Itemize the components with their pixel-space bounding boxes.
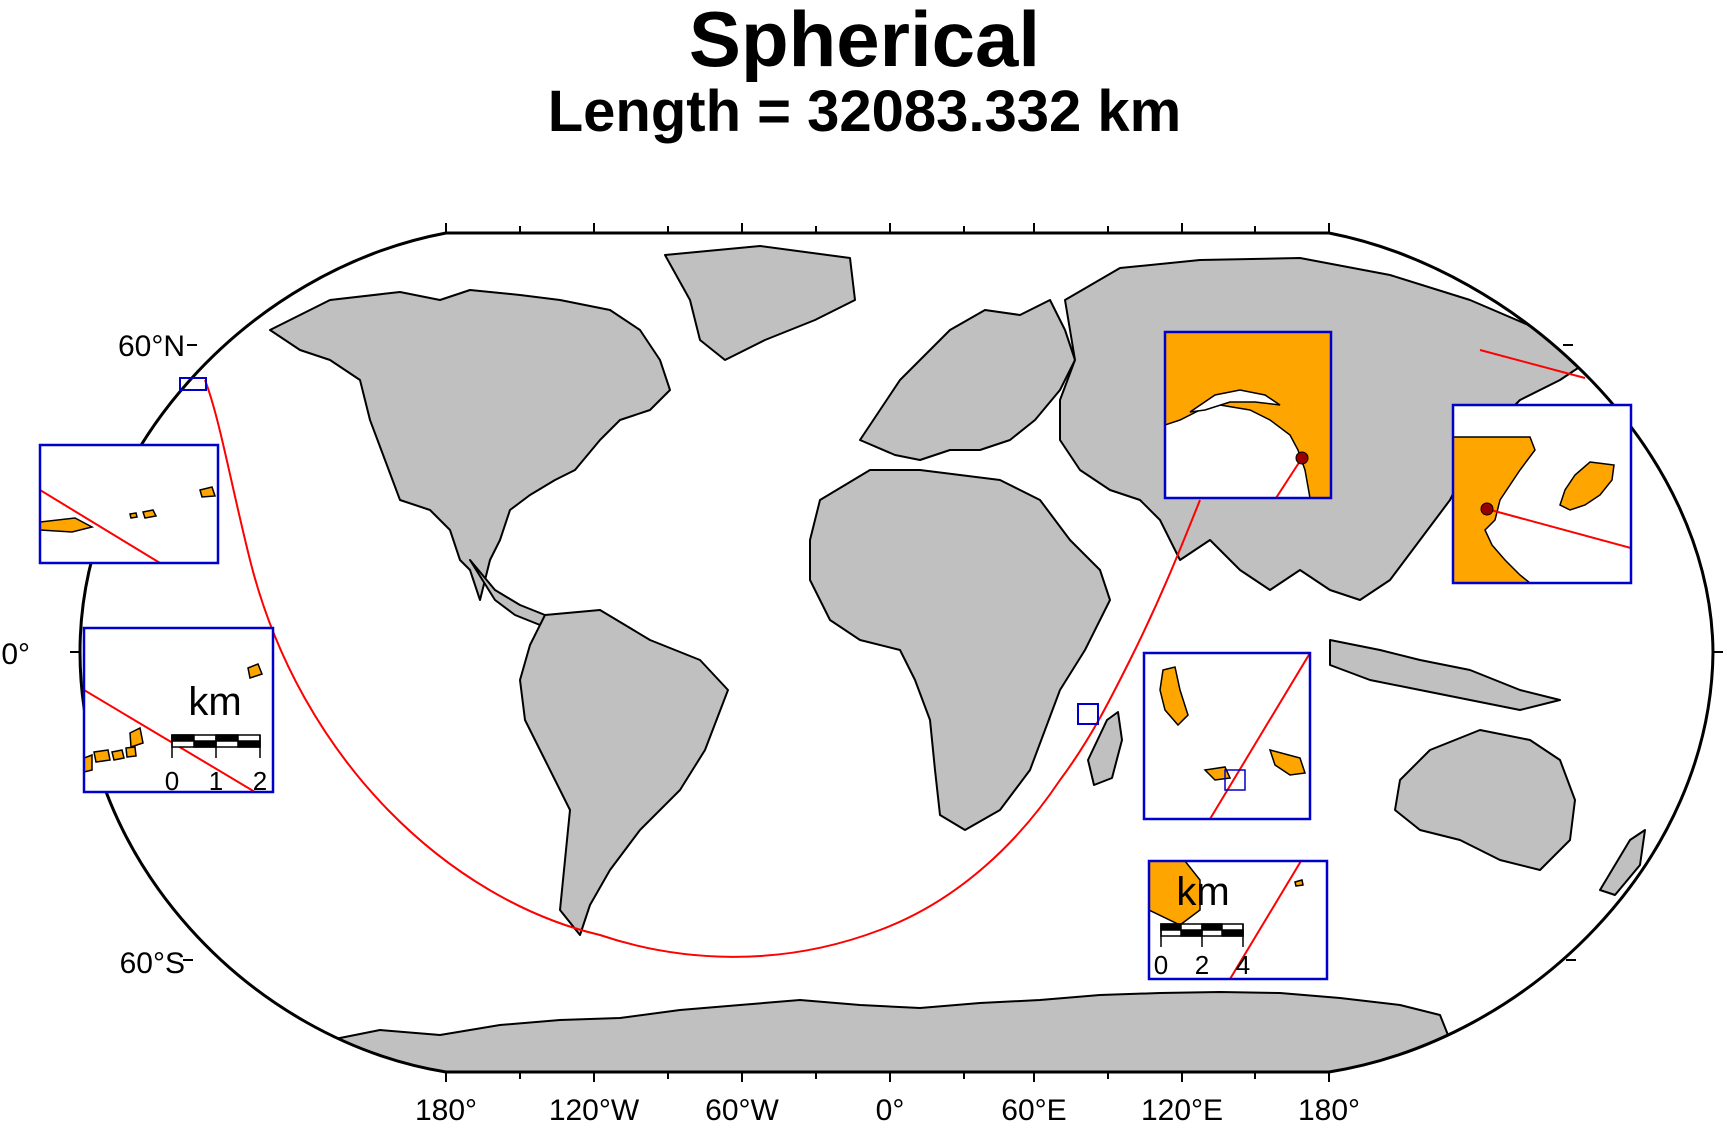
inset-aleutian-zoom[interactable]: km 0 1 2 — [82, 626, 275, 796]
lon-label-0: 0° — [876, 1094, 905, 1127]
scalebar-tick-aleutian-0: 0 — [165, 766, 179, 796]
scalebar-tick-aleutian-2: 2 — [253, 766, 267, 796]
scalebar-tick-comoros-0: 0 — [1154, 950, 1168, 980]
scalebar-aleutian — [171, 734, 261, 758]
inset-korea[interactable] — [1451, 403, 1633, 585]
land-antarctica — [299, 991, 1461, 1072]
lat-label-equator: 0° — [1, 638, 30, 671]
great-circle-route-ne — [1479, 349, 1586, 379]
scalebar-unit-aleutian: km — [188, 680, 241, 724]
scalebar-tick-comoros-1: 2 — [1195, 950, 1209, 980]
land-africa — [809, 469, 1111, 831]
lon-label-180w: 180° — [415, 1094, 477, 1127]
lon-label-120e: 120°E — [1141, 1094, 1223, 1127]
lon-label-60e: 60°E — [1001, 1094, 1066, 1127]
land-north-america — [269, 289, 671, 601]
scalebar-tick-comoros-2: 4 — [1236, 950, 1250, 980]
lat-label-60n: 60°N — [118, 330, 185, 363]
lon-label-120w: 120°W — [549, 1094, 640, 1127]
zoom-box-aleutian[interactable] — [179, 377, 207, 391]
scalebar-tick-aleutian-1: 1 — [209, 766, 223, 796]
lon-label-60w: 60°W — [705, 1094, 779, 1127]
zoom-box-comoros[interactable] — [1077, 703, 1099, 725]
frame-ticks — [70, 223, 1723, 1082]
inset-himalaya[interactable] — [1163, 330, 1333, 500]
scalebar-comoros — [1160, 923, 1244, 947]
lat-label-60s: 60°S — [120, 947, 185, 980]
land-new-zealand — [1599, 829, 1646, 896]
great-circle-route — [204, 379, 1201, 958]
land-australia — [1394, 729, 1576, 871]
map-subtitle: Length = 32083.332 km — [547, 79, 1182, 144]
land-greenland — [664, 245, 856, 361]
inset-comoros-zoom[interactable]: km 0 2 4 — [1147, 859, 1329, 981]
land-europe — [859, 299, 1076, 461]
inset-aleutian[interactable] — [38, 443, 220, 565]
scalebar-unit-comoros: km — [1176, 870, 1229, 914]
lon-label-180e: 180° — [1298, 1094, 1360, 1127]
land-indonesia — [1329, 639, 1561, 711]
inset-comoros[interactable] — [1142, 651, 1312, 821]
land-south-america — [519, 609, 729, 936]
land-madagascar — [1087, 711, 1123, 786]
map-title: Spherical — [688, 0, 1041, 83]
